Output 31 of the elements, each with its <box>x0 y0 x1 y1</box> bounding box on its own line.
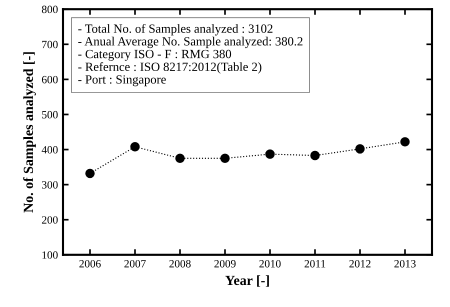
x-tick-label: 2012 <box>349 260 370 268</box>
annotation: - Category ISO - F : RMG 380 <box>78 50 232 61</box>
y-tick-label: 400 <box>42 146 58 154</box>
x-tick-label: 2009 <box>214 260 236 268</box>
point <box>400 137 410 147</box>
annotation: - Total No. of Samples analyzed : 3102 <box>78 24 272 36</box>
x-axis-title: Year [-] <box>225 275 269 287</box>
annotation: - Anual Average No. Sample analyzed: 380.2 <box>78 36 302 48</box>
x-tick-label: 2008 <box>169 260 191 268</box>
point <box>265 149 275 159</box>
x-tick-label: 2006 <box>79 260 101 268</box>
y-tick-label: 200 <box>42 216 58 224</box>
point <box>310 150 320 160</box>
annotation: - Port : Singapore <box>78 75 166 86</box>
y-tick-label: 700 <box>42 40 58 48</box>
y-tick-label: 100 <box>42 251 58 259</box>
x-tick-label: 2013 <box>394 260 416 268</box>
point <box>220 154 230 164</box>
y-tick-label: 500 <box>42 110 58 118</box>
y-tick-label: 800 <box>42 6 58 14</box>
y-tick-label: 300 <box>42 181 58 189</box>
x-tick-label: 2011 <box>304 260 326 268</box>
point <box>355 144 365 154</box>
x-tick-label: 2007 <box>124 260 146 268</box>
point <box>175 154 185 164</box>
y-tick-label: 600 <box>42 76 58 84</box>
annotation: - Refernce : ISO 8217:2012(Table 2) <box>78 62 262 74</box>
point <box>130 142 140 152</box>
point <box>85 168 95 178</box>
y-axis-title: No. of Samples analyzed [-] <box>23 52 36 213</box>
x-tick-label: 2010 <box>259 260 281 268</box>
